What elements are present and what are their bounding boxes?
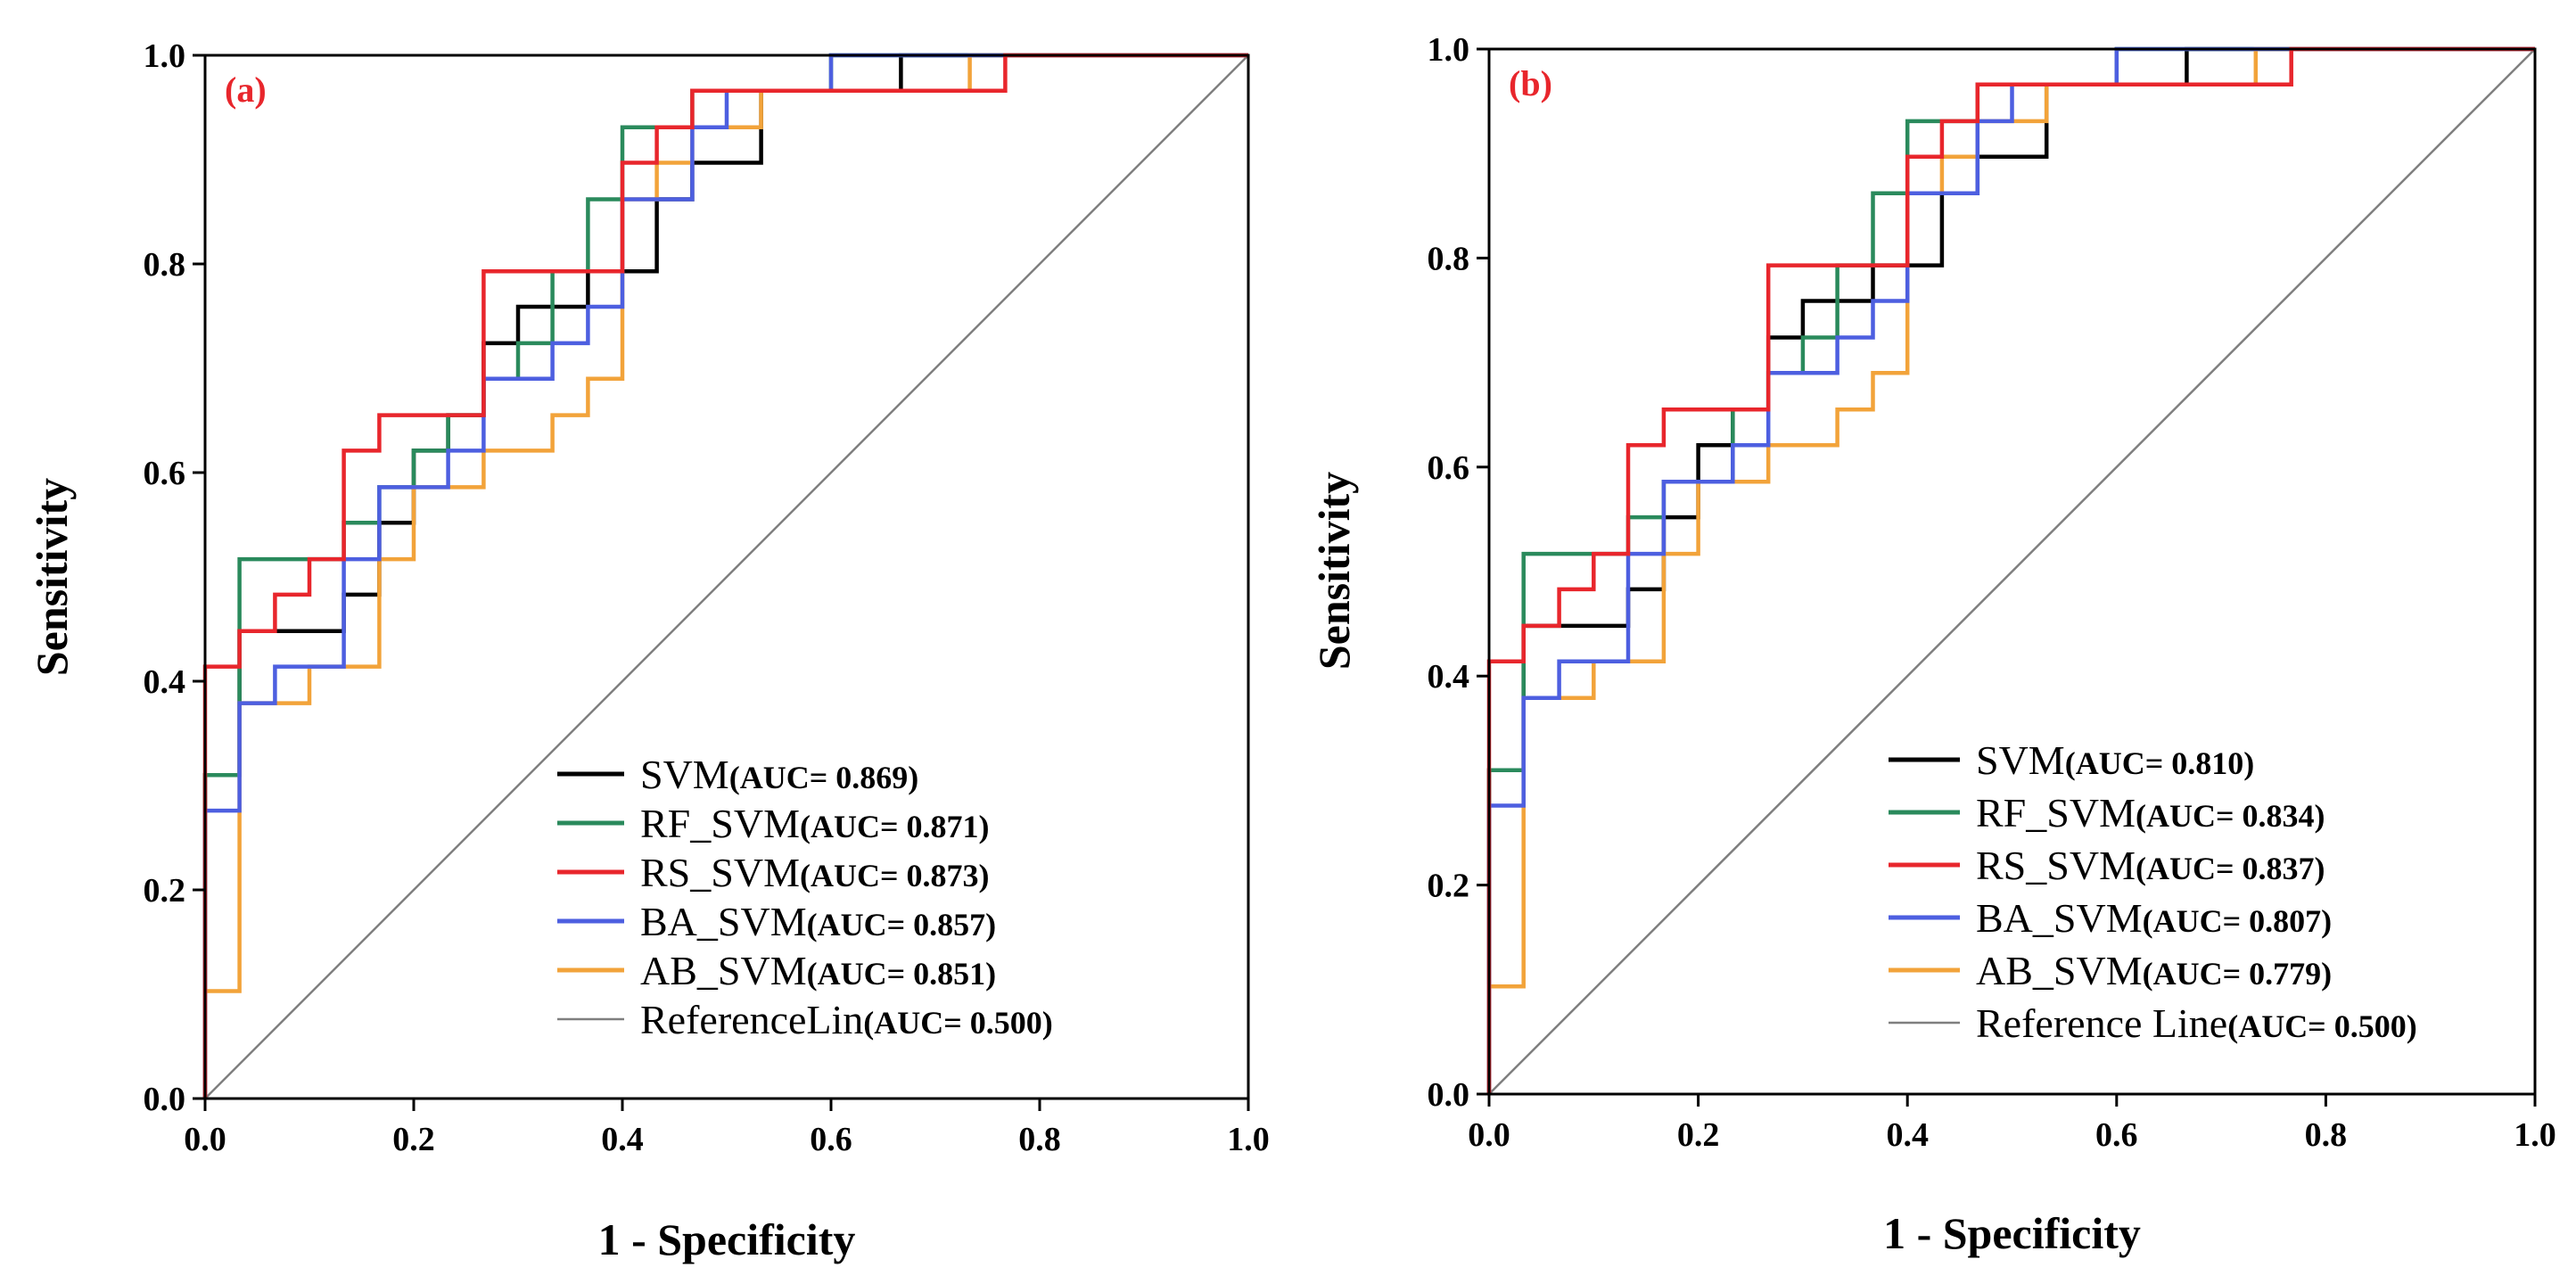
legend-entry-ba-svm: BA_SVM(AUC= 0.857) [640,899,996,944]
x-tick-label: 1.0 [2514,1116,2556,1154]
legend-auc-value: (AUC= 0.500) [863,1005,1052,1041]
legend-auc-value: (AUC= 0.810) [2065,745,2254,781]
legend-auc-value: (AUC= 0.873) [800,858,989,893]
legend-entry-ab-svm: AB_SVM(AUC= 0.851) [640,948,996,993]
series-line-rs-svm [1486,46,2535,1094]
legend-entry-rf-svm: RF_SVM(AUC= 0.871) [640,801,989,846]
legend-series-name: AB_SVM [640,948,807,993]
y-tick-label: 0.4 [144,663,186,701]
roc-panel-a: 0.0 0.2 0.4 0.6 0.8 1.0 0.0 0.2 0.4 0.6 0.8 1.0 1 - … [27,37,1270,1264]
x-tick-label: 0.6 [810,1121,852,1158]
legend-entry-referencelin: ReferenceLin(AUC= 0.500) [640,997,1053,1042]
x-tick-label: 0.6 [2095,1116,2138,1154]
legend-auc-value: (AUC= 0.857) [807,907,996,942]
y-tick-label: 0.2 [1428,868,1470,905]
legend-entry-rf-svm: RF_SVM(AUC= 0.834) [1976,790,2325,835]
legend-entry-svm: SVM(AUC= 0.869) [640,752,918,797]
legend-series-name: SVM [1976,737,2065,783]
legend-series-name: BA_SVM [1976,895,2143,941]
legend-auc-value: (AUC= 0.871) [800,809,989,844]
legend-auc-value: (AUC= 0.869) [729,760,918,795]
plot-frame [203,54,1250,1100]
x-tick-label: 0.2 [1677,1116,1720,1154]
legend-series-name: ReferenceLin [640,997,863,1042]
y-tick-label: 0.6 [144,455,186,492]
x-axis-label: 1 - Specificity [598,1214,856,1264]
legend-series-name: RF_SVM [640,801,800,846]
y-tick-label: 1.0 [144,37,186,75]
legend-auc-value: (AUC= 0.837) [2136,851,2325,886]
x-tick-label: 0.8 [2305,1116,2348,1154]
series-line-reference-line [1488,48,2536,1095]
legend-entry-svm: SVM(AUC= 0.810) [1976,737,2254,783]
x-tick-label: 0.0 [1468,1116,1510,1154]
legend: SVM(AUC= 0.810)RF_SVM(AUC= 0.834)RS_SVM(… [1889,737,2417,1046]
legend-entry-rs-svm: RS_SVM(AUC= 0.837) [1976,843,2325,888]
legend-auc-value: (AUC= 0.807) [2143,903,2332,939]
x-axis-label: 1 - Specificity [1883,1208,2141,1258]
y-tick-label: 0.8 [144,246,186,284]
plot-frame [1487,47,2537,1096]
legend-series-name: Reference Line [1976,1000,2227,1046]
legend-auc-value: (AUC= 0.500) [2227,1008,2416,1044]
legend-entry-ba-svm: BA_SVM(AUC= 0.807) [1976,895,2332,941]
y-tick-label: 0.0 [144,1081,186,1118]
legend-series-name: RS_SVM [640,850,800,895]
x-tick-label: 0.4 [601,1121,644,1158]
y-tick-label: 0.0 [1428,1076,1470,1114]
legend-entry-ab-svm: AB_SVM(AUC= 0.779) [1976,948,2332,993]
y-tick-label: 1.0 [1428,31,1470,69]
panel-label: (a) [225,70,267,110]
legend-series-name: RS_SVM [1976,843,2136,888]
legend: SVM(AUC= 0.869)RF_SVM(AUC= 0.871)RS_SVM(… [557,752,1053,1042]
x-tick-label: 0.4 [1886,1116,1929,1154]
y-tick-label: 0.4 [1428,658,1470,696]
series-line-ab-svm [1486,46,2535,1094]
x-tick-label: 0.2 [392,1121,435,1158]
roc-panel-b: 0.0 0.2 0.4 0.6 0.8 1.0 0.0 0.2 0.4 0.6 0.8 1.0 1 - … [1309,31,2556,1258]
legend-auc-value: (AUC= 0.834) [2136,798,2325,834]
x-tick-label: 0.8 [1018,1121,1061,1158]
series-line-rs-svm [202,53,1248,1099]
legend-series-name: AB_SVM [1976,948,2143,993]
x-tick-label: 1.0 [1227,1121,1270,1158]
panel-label: (b) [1509,63,1552,103]
legend-series-name: RF_SVM [1976,790,2136,835]
y-axis-label: Sensitivity [1309,472,1359,670]
y-tick-label: 0.6 [1428,449,1470,487]
legend-auc-value: (AUC= 0.851) [807,956,996,992]
legend-auc-value: (AUC= 0.779) [2143,956,2332,992]
y-tick-label: 0.8 [1428,240,1470,277]
series-line-referencelin [204,54,1249,1099]
legend-entry-reference-line: Reference Line(AUC= 0.500) [1976,1000,2417,1046]
y-axis-label: Sensitivity [27,478,77,676]
series-line-ab-svm [202,53,1248,1099]
y-tick-label: 0.2 [144,872,186,910]
x-tick-label: 0.0 [184,1121,226,1158]
legend-series-name: SVM [640,752,729,797]
series-line-ba-svm [202,53,1248,1099]
legend-entry-rs-svm: RS_SVM(AUC= 0.873) [640,850,989,895]
legend-series-name: BA_SVM [640,899,807,944]
